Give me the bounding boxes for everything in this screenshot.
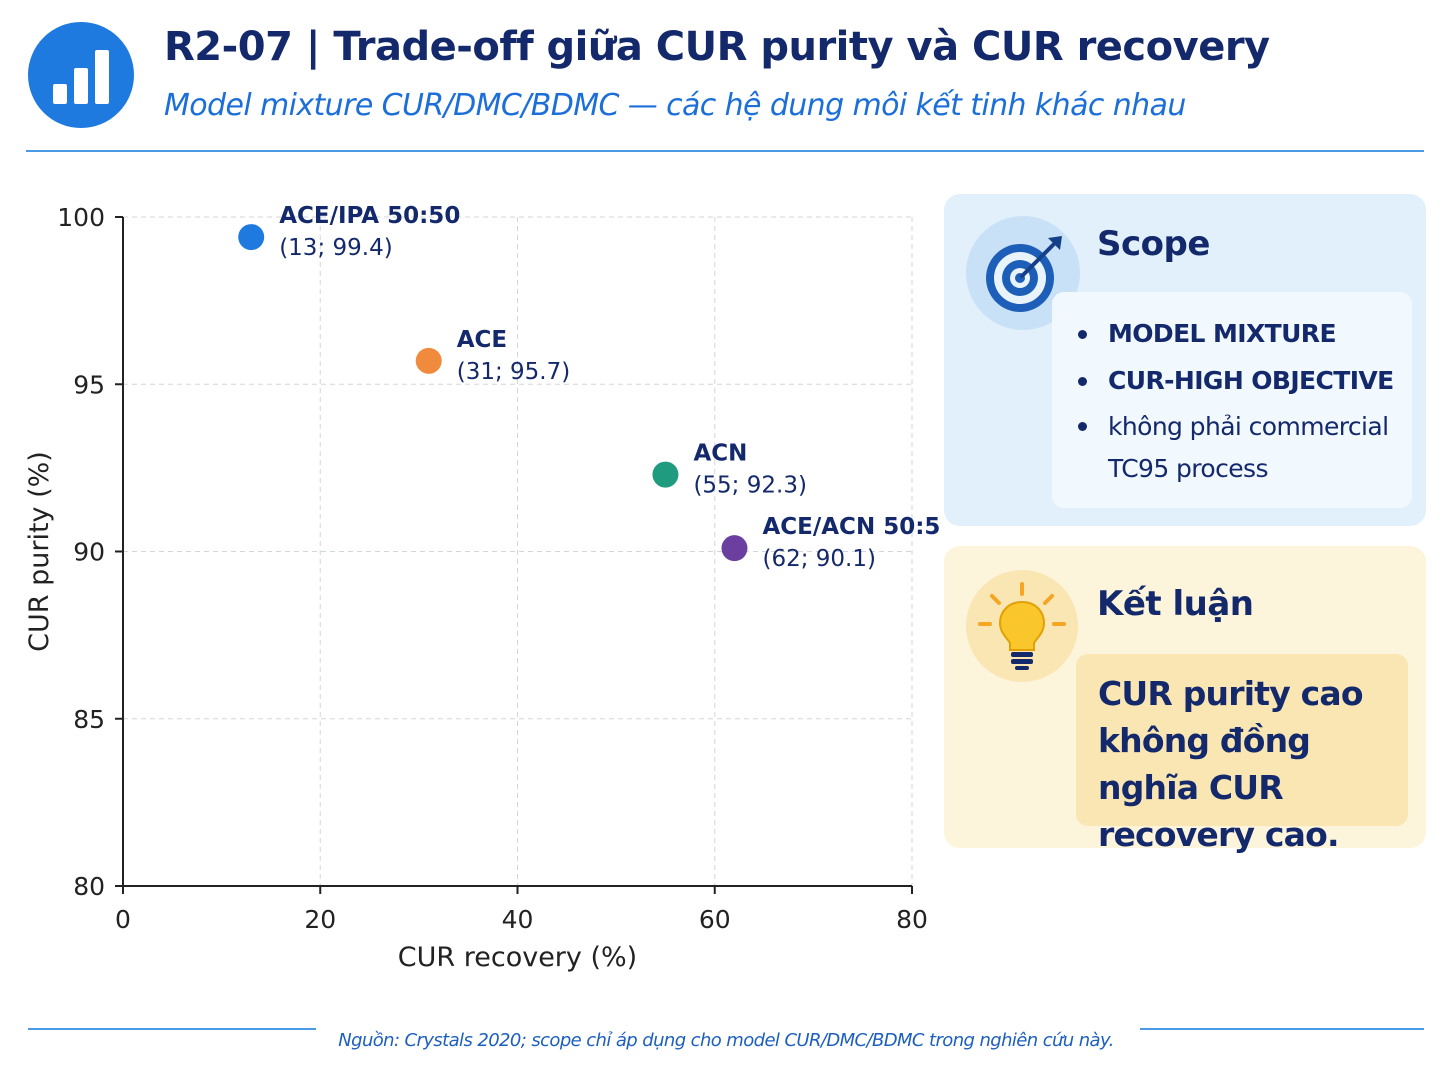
- point-name-label: ACE/ACN 50:50: [762, 514, 940, 540]
- conclusion-title: Kết luận: [1097, 584, 1254, 624]
- target-icon: [966, 216, 1080, 330]
- data-point: [652, 461, 679, 488]
- scatter-chart: 0 20 40 60 80 80 85 90 95 100 CUR recovery (%) CUR …: [24, 203, 940, 973]
- data-point: [721, 535, 748, 562]
- y-tick-label: 95: [73, 370, 105, 399]
- x-tick-label: 80: [896, 905, 928, 934]
- page-title: R2-07 | Trade-off giữa CUR purity và CUR…: [164, 24, 1270, 70]
- scope-item: MODEL MIXTURE: [1072, 310, 1412, 357]
- x-tick-label: 0: [115, 905, 131, 934]
- y-tick-label: 100: [57, 203, 105, 232]
- scope-card: Scope MODEL MIXTURE CUR-HIGH OBJECTIVE k…: [944, 194, 1426, 526]
- scope-item: CUR-HIGH OBJECTIVE: [1072, 357, 1412, 404]
- x-tick-label: 40: [502, 905, 534, 934]
- point-name-label: ACE/IPA 50:50: [279, 203, 460, 229]
- x-tick-label: 60: [699, 905, 731, 934]
- footer-divider-right: [1140, 1028, 1424, 1030]
- conclusion-text: CUR purity cao không đồng nghĩa CUR reco…: [1098, 674, 1364, 854]
- point-value-label: (55; 92.3): [693, 473, 806, 499]
- point-value-label: (62; 90.1): [762, 546, 875, 572]
- scope-list: MODEL MIXTURE CUR-HIGH OBJECTIVE không p…: [1052, 292, 1412, 508]
- conclusion-card: Kết luận CUR purity cao không đồng nghĩa…: [944, 546, 1426, 854]
- point-value-label: (31; 95.7): [457, 359, 570, 385]
- y-tick-label: 80: [73, 872, 105, 901]
- point-name-label: ACE: [457, 327, 507, 353]
- scope-item: không phải commercial TC95 process: [1072, 404, 1398, 490]
- x-axis-title: CUR recovery (%): [398, 942, 637, 973]
- bar-chart-icon: [28, 22, 134, 128]
- page-subtitle: Model mixture CUR/DMC/BDMC — các hệ dung…: [164, 88, 1186, 123]
- x-tick-label: 20: [304, 905, 336, 934]
- footer-divider-left: [28, 1028, 316, 1030]
- point-name-label: ACN: [693, 441, 747, 467]
- y-axis-title: CUR purity (%): [24, 451, 55, 652]
- y-tick-label: 90: [73, 538, 105, 567]
- scope-title: Scope: [1097, 224, 1210, 264]
- header-divider: [26, 150, 1424, 152]
- conclusion-box: CUR purity cao không đồng nghĩa CUR reco…: [1076, 654, 1408, 854]
- point-value-label: (13; 99.4): [279, 235, 392, 261]
- data-point: [238, 224, 265, 251]
- data-point: [415, 347, 442, 374]
- source-footnote: Nguồn: Crystals 2020; scope chỉ áp dụng …: [338, 1030, 1114, 1051]
- y-tick-label: 85: [73, 705, 105, 734]
- lightbulb-icon: [966, 570, 1078, 682]
